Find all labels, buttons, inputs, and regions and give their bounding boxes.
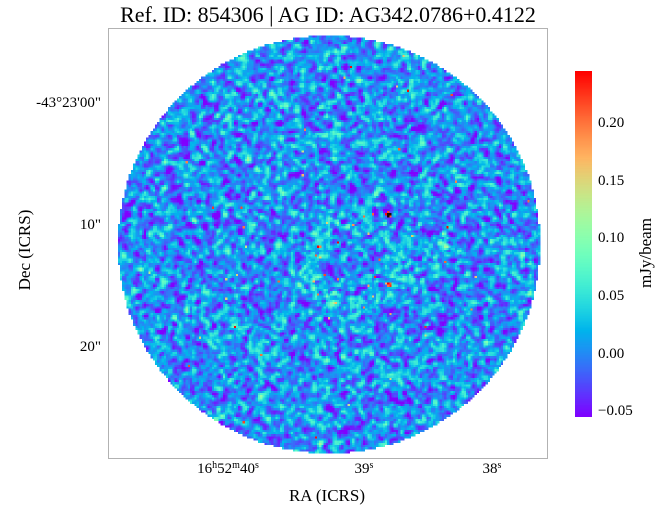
dec-tick-label: -43°23'00" (36, 95, 101, 111)
colorbar-tick-label: 0.20 (598, 115, 625, 131)
colorbar-tick-label: 0.05 (598, 288, 625, 304)
ra-tick-label: 38s (482, 460, 502, 477)
sky-image-canvas (109, 29, 547, 458)
colorbar-tick-label: 0.00 (598, 346, 625, 362)
colorbar-tick-label: 0.10 (598, 230, 625, 246)
colorbar-tick-label: 0.15 (598, 173, 625, 189)
colorbar-tick-label: −0.05 (598, 403, 633, 419)
axes-frame (108, 28, 548, 459)
colorbar-unit-label: mJy/beam (636, 218, 655, 288)
ra-tick-label: 39s (354, 460, 374, 477)
figure-title: Ref. ID: 854306 | AG ID: AG342.0786+0.41… (120, 2, 536, 27)
dec-tick-label: 10" (79, 217, 101, 233)
dec-tick-label: 20" (79, 339, 101, 355)
ra-axis-label: RA (ICRS) (288, 486, 366, 505)
dec-axis-label: Dec (ICRS) (15, 209, 34, 291)
ra-tick-label: 16h52m40s (197, 460, 259, 477)
colorbar-gradient-canvas (575, 71, 592, 417)
